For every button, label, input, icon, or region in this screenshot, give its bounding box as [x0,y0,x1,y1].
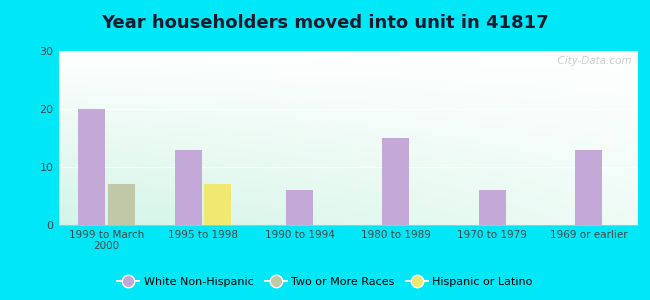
Text: City-Data.com: City-Data.com [551,56,631,66]
Bar [479,190,506,225]
Bar [382,138,410,225]
Text: Year householders moved into unit in 41817: Year householders moved into unit in 418… [101,14,549,32]
Bar [575,150,603,225]
Bar [108,184,135,225]
Bar [286,190,313,225]
Bar [205,184,231,225]
Bar [175,150,202,225]
Bar [79,109,105,225]
Legend: White Non-Hispanic, Two or More Races, Hispanic or Latino: White Non-Hispanic, Two or More Races, H… [112,273,538,291]
